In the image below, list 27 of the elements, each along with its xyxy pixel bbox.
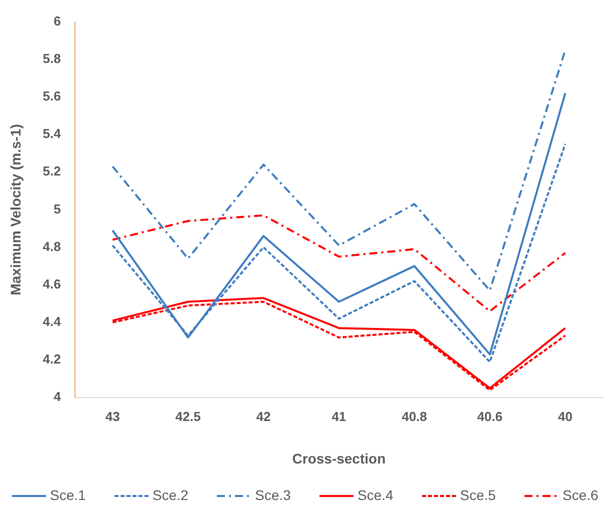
- y-tick-label: 5.4: [42, 126, 62, 142]
- legend-label: Sce.4: [358, 486, 394, 503]
- x-tick-label: 40.8: [402, 408, 428, 424]
- y-tick-label: 5.8: [42, 50, 61, 66]
- legend-label: Sce.1: [50, 486, 86, 503]
- legend-label: Sce.5: [460, 486, 496, 503]
- y-tick-label: 4: [54, 389, 62, 404]
- x-axis-title: Cross-section: [292, 450, 386, 466]
- y-tick-label: 5.2: [42, 164, 61, 179]
- x-tick-label: 43: [105, 408, 120, 424]
- y-tick-label: 4.2: [42, 352, 61, 367]
- x-tick-label: 40: [558, 408, 573, 424]
- legend-label: Sce.2: [152, 486, 189, 503]
- y-tick-label: 4.8: [42, 238, 61, 254]
- y-tick-label: 4.6: [42, 276, 61, 292]
- x-tick-label: 42: [256, 408, 271, 424]
- y-tick-label: 6: [54, 13, 61, 28]
- line-series: [112, 214, 566, 312]
- y-tick-label: 5.6: [42, 88, 61, 104]
- legend-label: Sce.3: [255, 486, 292, 503]
- y-tick-label: 4.4: [42, 314, 62, 330]
- x-tick-label: 42.5: [175, 408, 201, 424]
- x-tick-label: 41: [332, 408, 346, 424]
- y-tick-label: 5: [54, 201, 61, 216]
- y-axis-title: Maximum Velocity (m.s-1): [7, 124, 24, 296]
- legend-label: Sce.6: [562, 486, 599, 503]
- x-tick-label: 40.6: [477, 408, 502, 424]
